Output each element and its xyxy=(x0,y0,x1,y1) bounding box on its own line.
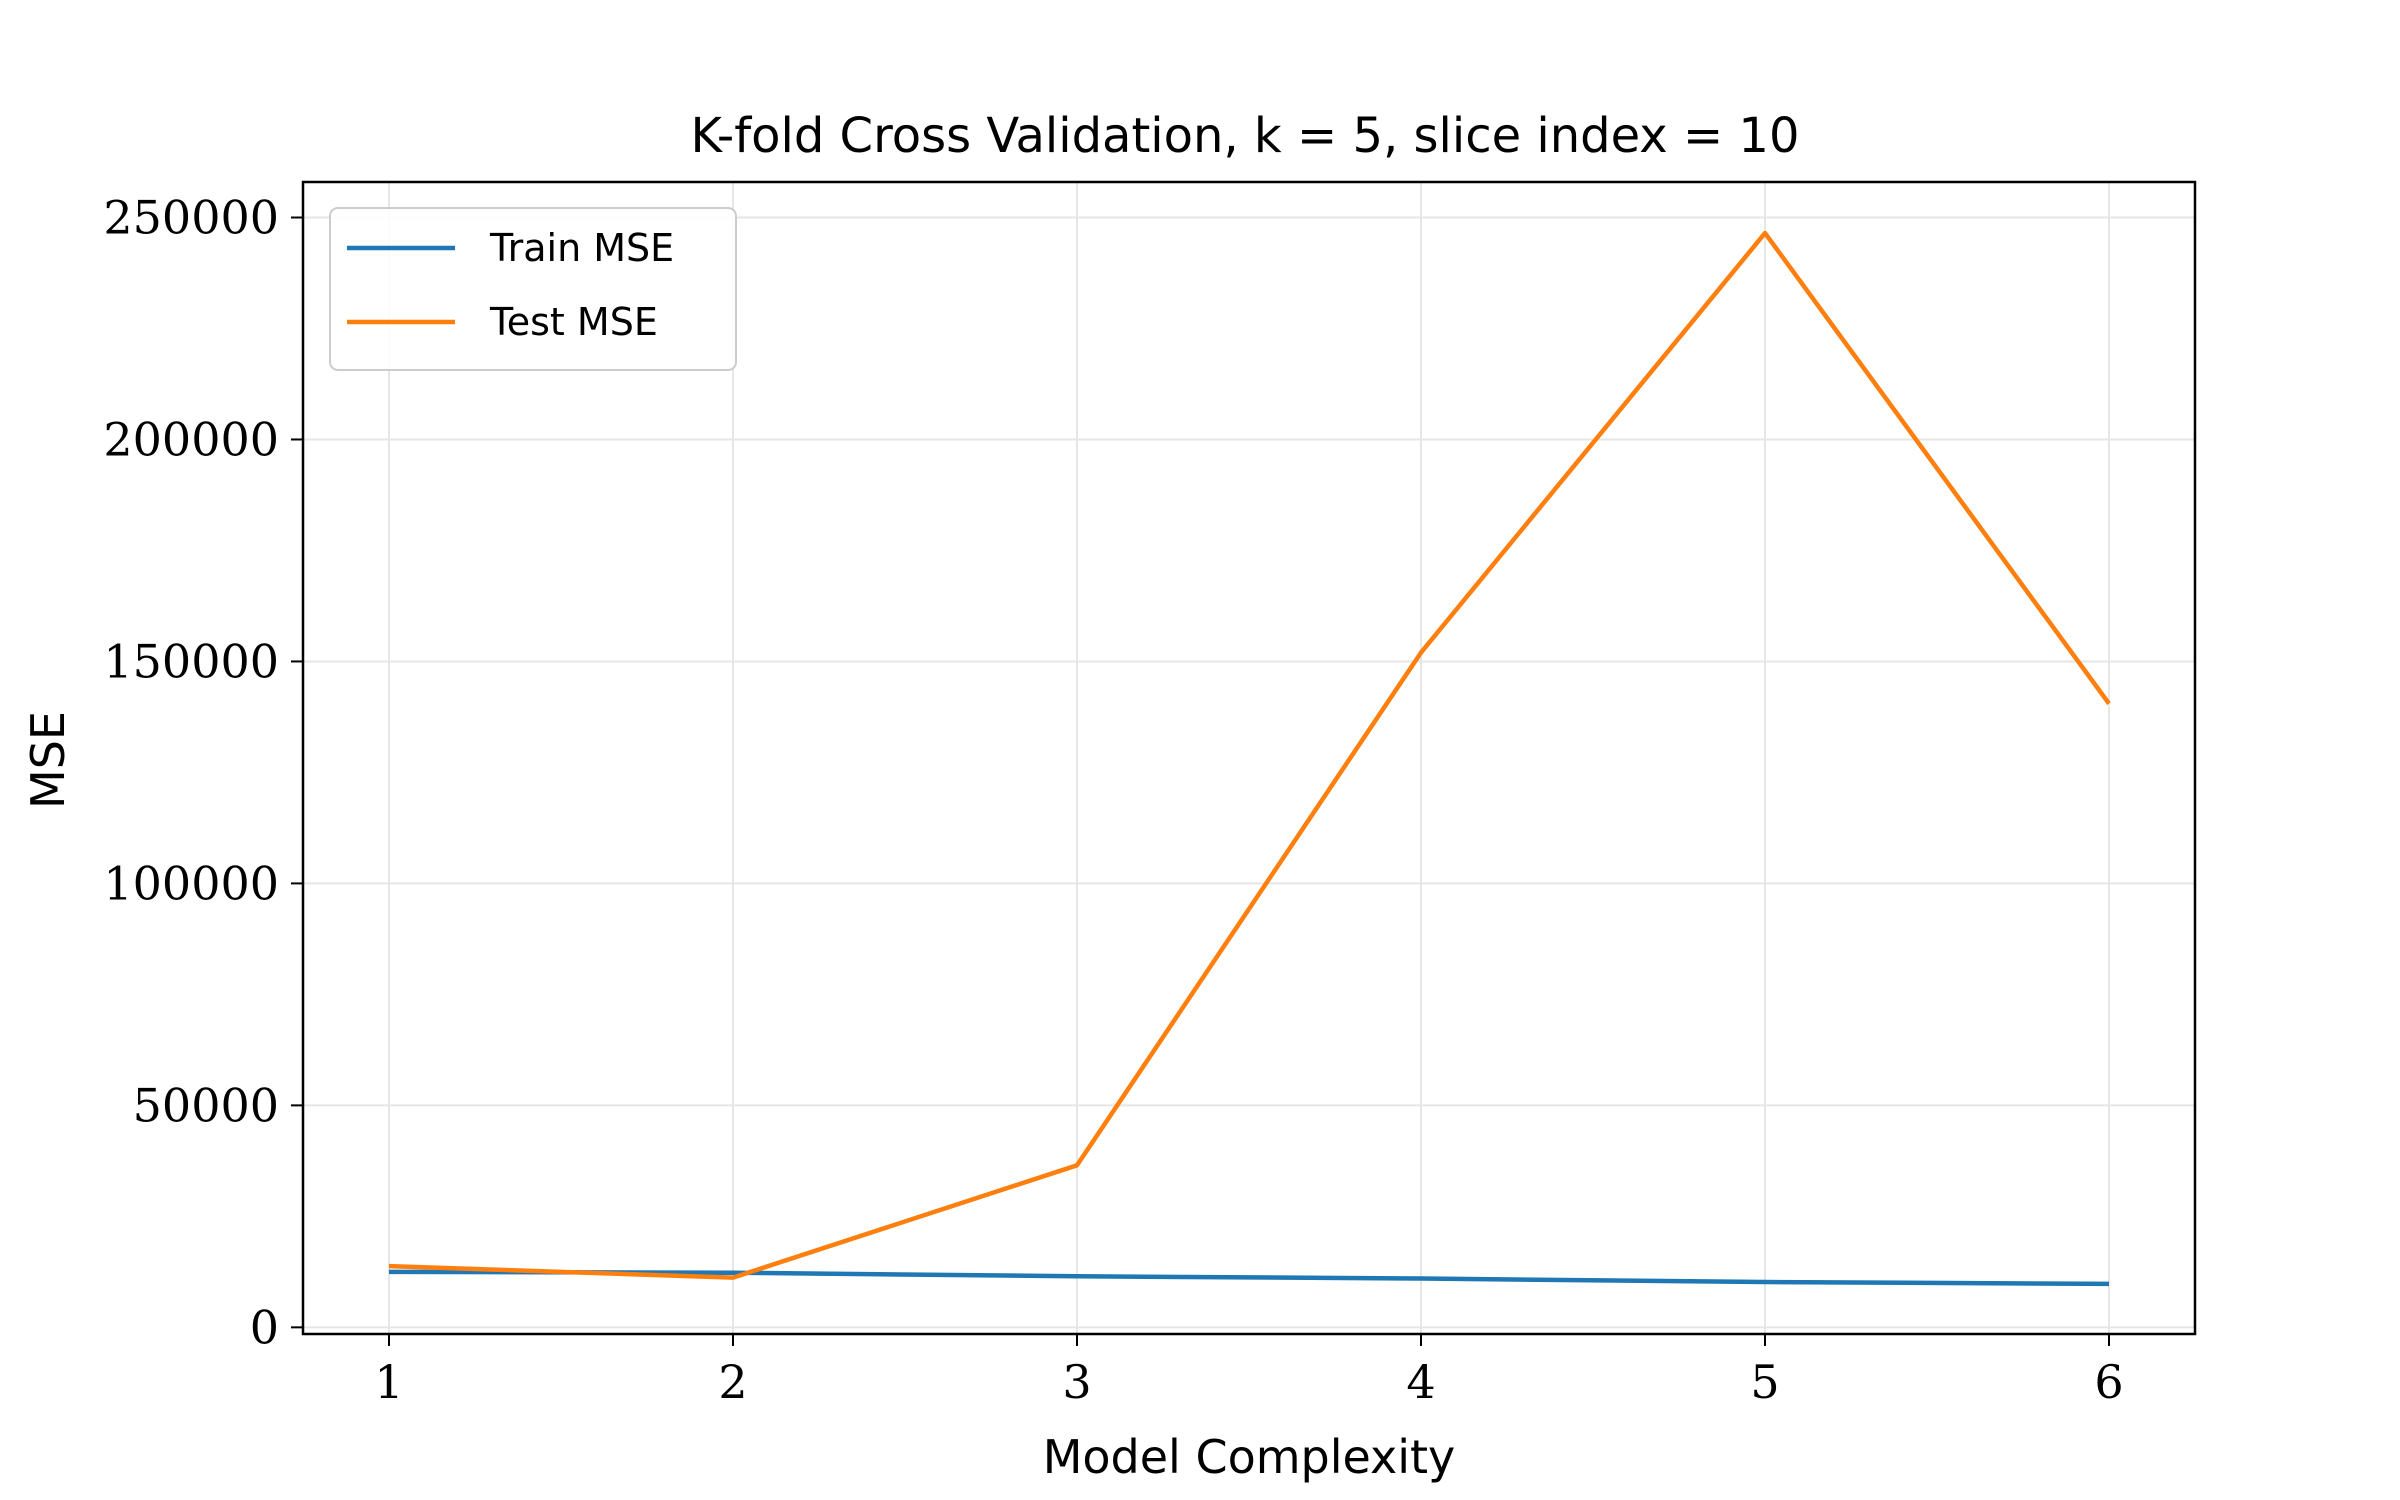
series-line-train-mse xyxy=(388,1269,2110,1287)
y-tick-label: 200000 xyxy=(103,412,279,466)
x-tick-label: 4 xyxy=(1406,1355,1435,1409)
series-lines xyxy=(388,230,2111,1287)
legend: Train MSE Test MSE xyxy=(329,207,737,371)
y-tick-label: 150000 xyxy=(103,634,279,688)
legend-label: Train MSE xyxy=(489,226,674,270)
legend-label: Test MSE xyxy=(489,300,658,344)
x-tick-label: 6 xyxy=(2094,1355,2123,1409)
y-tick-label: 0 xyxy=(250,1300,279,1354)
x-tick-label: 5 xyxy=(1750,1355,1779,1409)
y-tick-label: 250000 xyxy=(103,191,279,245)
chart-title: K-fold Cross Validation, k = 5, slice in… xyxy=(690,108,1799,164)
x-tick-label: 1 xyxy=(374,1355,403,1409)
x-tick-label: 3 xyxy=(1062,1355,1091,1409)
series-line-test-mse xyxy=(388,230,2111,1280)
y-tick-label: 50000 xyxy=(133,1078,279,1132)
x-tick-label: 2 xyxy=(718,1355,747,1409)
y-axis-label: MSE xyxy=(21,711,75,809)
plot-frame xyxy=(301,180,2197,1336)
y-tick-label: 100000 xyxy=(103,856,279,910)
axis-ticks: 1 2 3 4 5 6 0 50000 100000 150000 200000 250000 xyxy=(103,191,2123,1409)
x-axis-label: Model Complexity xyxy=(1043,1430,1456,1484)
